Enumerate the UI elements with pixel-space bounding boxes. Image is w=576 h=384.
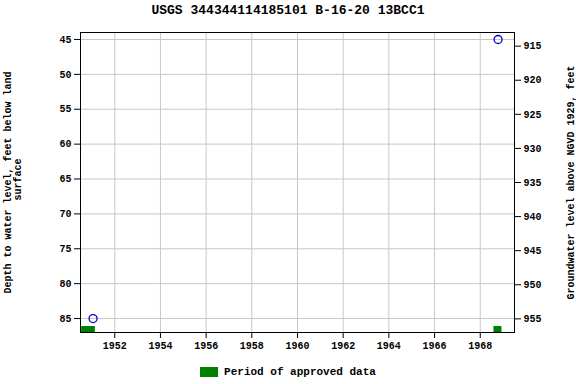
svg-text:55: 55 — [59, 104, 71, 115]
svg-text:60: 60 — [59, 139, 71, 150]
svg-text:1966: 1966 — [423, 341, 447, 352]
html-text:Period of approved data: Period of approved data — [224, 366, 376, 378]
svg-text:945: 945 — [524, 246, 542, 257]
svg-text:955: 955 — [524, 314, 542, 325]
svg-text:1954: 1954 — [148, 341, 172, 352]
svg-text:Groundwater level above NGVD 1: Groundwater level above NGVD 1929, feet — [566, 65, 576, 299]
svg-text:1962: 1962 — [331, 341, 355, 352]
svg-text:930: 930 — [524, 144, 542, 155]
svg-text:1960: 1960 — [285, 341, 309, 352]
svg-text:85: 85 — [59, 314, 71, 325]
svg-text:1968: 1968 — [468, 341, 492, 352]
svg-text:45: 45 — [59, 35, 71, 46]
svg-text:935: 935 — [524, 178, 542, 189]
svg-text:80: 80 — [59, 279, 71, 290]
svg-text:920: 920 — [524, 75, 542, 86]
svg-text:925: 925 — [524, 110, 542, 121]
svg-text:65: 65 — [59, 174, 71, 185]
svg-text:70: 70 — [59, 209, 71, 220]
svg-text:1956: 1956 — [194, 341, 218, 352]
svg-text:50: 50 — [59, 70, 71, 81]
svg-text:1964: 1964 — [377, 341, 401, 352]
svg-text:940: 940 — [524, 212, 542, 223]
svg-text:950: 950 — [524, 280, 542, 291]
svg-text:75: 75 — [59, 244, 71, 255]
html-text:USGS 344344114185101 B-16-20 1: USGS 344344114185101 B-16-20 13BCC1 — [151, 3, 425, 18]
svg-text:Depth to water level, feet bel: Depth to water level, feet below land su… — [3, 71, 24, 293]
svg-text:1958: 1958 — [240, 341, 264, 352]
svg-text:915: 915 — [524, 41, 542, 52]
svg-text:1952: 1952 — [103, 341, 127, 352]
